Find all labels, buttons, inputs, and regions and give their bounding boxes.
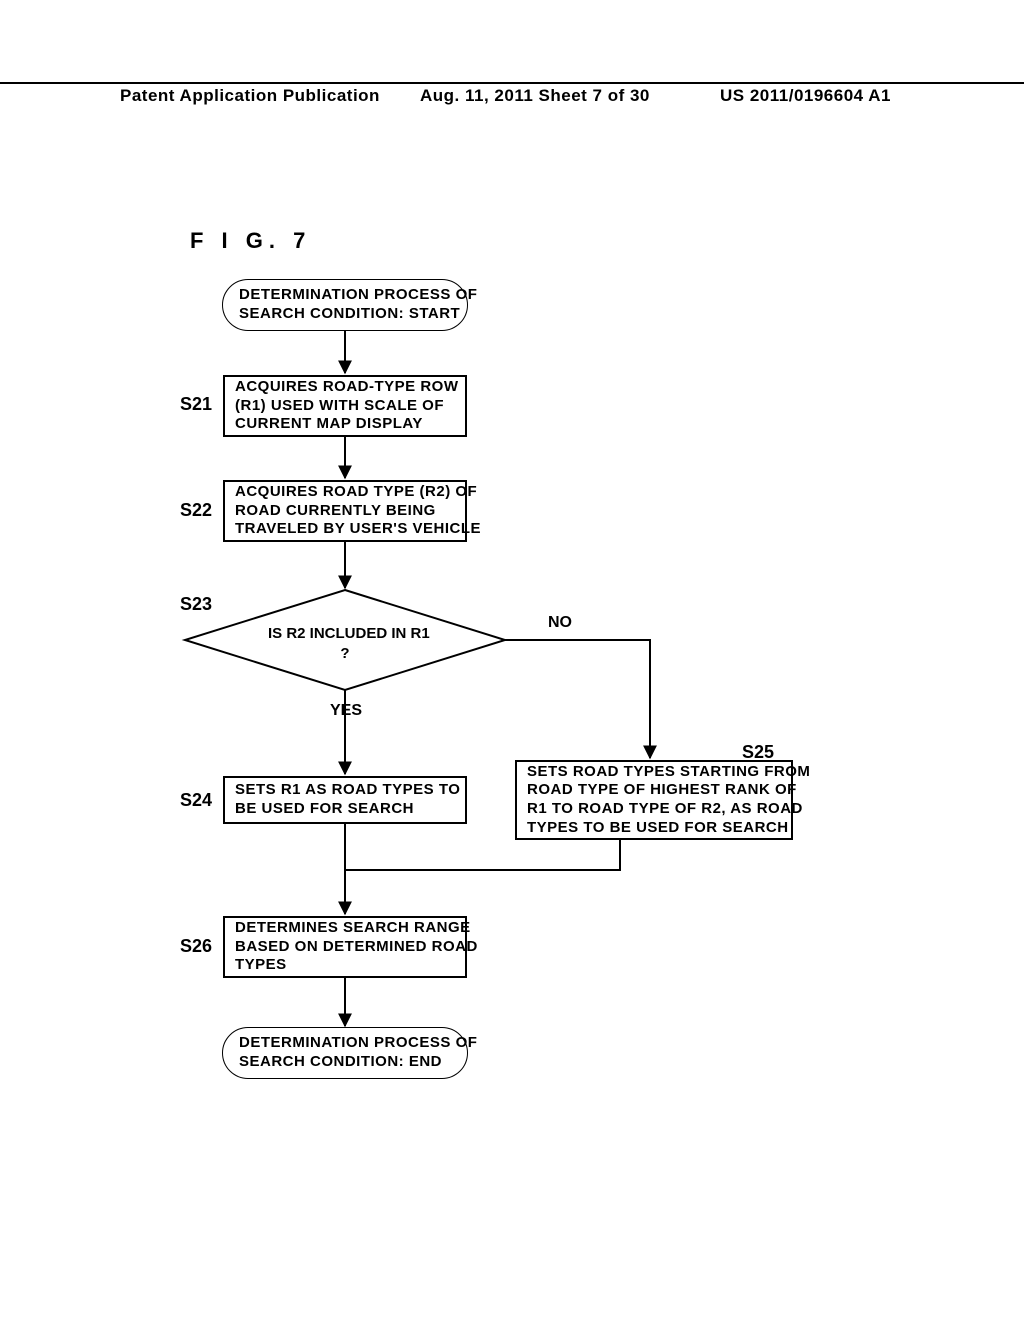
page-root: Patent Application Publication Aug. 11, … [0, 0, 1024, 1320]
end-terminator: DETERMINATION PROCESS OF SEARCH CONDITIO… [223, 1028, 467, 1078]
s23-text: IS R2 INCLUDED IN R1 ? [268, 624, 422, 663]
s26-label: S26 [180, 936, 212, 957]
end-text: DETERMINATION PROCESS OF SEARCH CONDITIO… [223, 1028, 467, 1078]
s21-text: ACQUIRES ROAD-TYPE ROW (R1) USED WITH SC… [235, 378, 459, 434]
s26-box: DETERMINES SEARCH RANGE BASED ON DETERMI… [223, 916, 467, 978]
s24-label: S24 [180, 790, 212, 811]
s25-box: SETS ROAD TYPES STARTING FROM ROAD TYPE … [515, 760, 793, 840]
edge-s23-s25 [505, 640, 650, 758]
s23-label: S23 [180, 594, 212, 615]
flowchart-svg [0, 0, 1024, 1320]
edge-s25-merge [345, 840, 620, 870]
s25-text: SETS ROAD TYPES STARTING FROM ROAD TYPE … [527, 763, 810, 838]
s24-text: SETS R1 AS ROAD TYPES TO BE USED FOR SEA… [235, 781, 460, 819]
header-center: Aug. 11, 2011 Sheet 7 of 30 [420, 86, 650, 106]
header-left: Patent Application Publication [120, 86, 380, 106]
s24-box: SETS R1 AS ROAD TYPES TO BE USED FOR SEA… [223, 776, 467, 824]
s22-label: S22 [180, 500, 212, 521]
s21-box: ACQUIRES ROAD-TYPE ROW (R1) USED WITH SC… [223, 375, 467, 437]
start-terminator: DETERMINATION PROCESS OF SEARCH CONDITIO… [223, 280, 467, 330]
no-label: NO [548, 614, 572, 632]
header-rule [0, 82, 1024, 84]
figure-label: F I G. 7 [190, 228, 311, 254]
header-right: US 2011/0196604 A1 [720, 86, 891, 106]
s26-text: DETERMINES SEARCH RANGE BASED ON DETERMI… [235, 919, 478, 975]
s21-label: S21 [180, 394, 212, 415]
s22-text: ACQUIRES ROAD TYPE (R2) OF ROAD CURRENTL… [235, 483, 481, 539]
s22-box: ACQUIRES ROAD TYPE (R2) OF ROAD CURRENTL… [223, 480, 467, 542]
yes-label: YES [330, 702, 362, 720]
start-text: DETERMINATION PROCESS OF SEARCH CONDITIO… [223, 280, 467, 330]
